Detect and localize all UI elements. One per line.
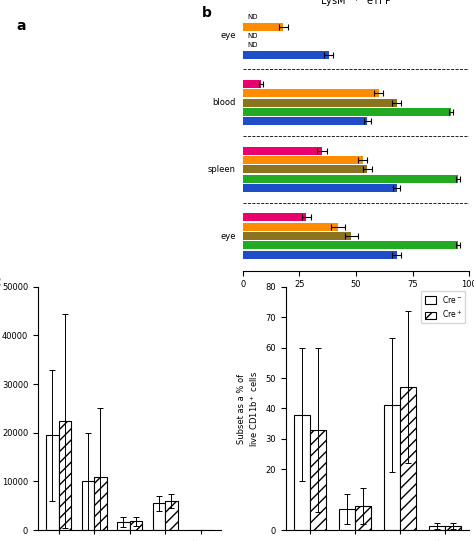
Bar	[243, 251, 397, 259]
Text: eye: eye	[220, 232, 236, 241]
Bar	[59, 421, 71, 530]
Bar	[94, 477, 107, 530]
Bar	[243, 23, 283, 30]
Bar	[243, 98, 397, 107]
Bar	[294, 414, 310, 530]
Bar	[243, 108, 451, 116]
Y-axis label: Subset as a % of
live CD11b$^+$ cells: Subset as a % of live CD11b$^+$ cells	[237, 371, 260, 446]
Text: ND: ND	[247, 33, 258, 39]
Bar	[243, 117, 367, 126]
Text: blood: blood	[212, 98, 236, 107]
Bar	[153, 503, 165, 530]
Text: b: b	[202, 5, 212, 19]
Text: ND: ND	[247, 14, 258, 20]
Bar	[46, 435, 59, 530]
Bar	[243, 223, 338, 230]
Bar	[243, 80, 261, 88]
Bar	[243, 147, 322, 155]
Bar	[310, 430, 326, 530]
Bar	[165, 501, 178, 530]
Bar	[243, 232, 351, 240]
Bar	[82, 481, 94, 530]
Bar	[243, 51, 329, 58]
Bar	[429, 526, 445, 530]
Bar	[130, 522, 142, 530]
Title: LysM$^{cre/+}$eYFP: LysM$^{cre/+}$eYFP	[320, 0, 392, 9]
X-axis label: % eYFP$^+$: % eYFP$^+$	[334, 295, 378, 308]
Bar	[243, 156, 363, 164]
Bar	[400, 387, 416, 530]
Bar	[384, 405, 400, 530]
Text: ND: ND	[247, 42, 258, 48]
Text: a: a	[16, 18, 26, 32]
Bar	[339, 509, 355, 530]
Bar	[243, 184, 397, 192]
Bar	[243, 166, 367, 173]
Bar	[243, 175, 458, 183]
Bar	[117, 522, 130, 530]
Bar	[243, 213, 306, 221]
Bar	[243, 89, 379, 97]
Bar	[355, 506, 371, 530]
Bar	[243, 241, 458, 249]
Bar	[445, 526, 461, 530]
Text: eye: eye	[220, 31, 236, 41]
Legend: Cre$^-$, Cre$^+$: Cre$^-$, Cre$^+$	[421, 291, 465, 323]
Text: spleen: spleen	[208, 165, 236, 174]
